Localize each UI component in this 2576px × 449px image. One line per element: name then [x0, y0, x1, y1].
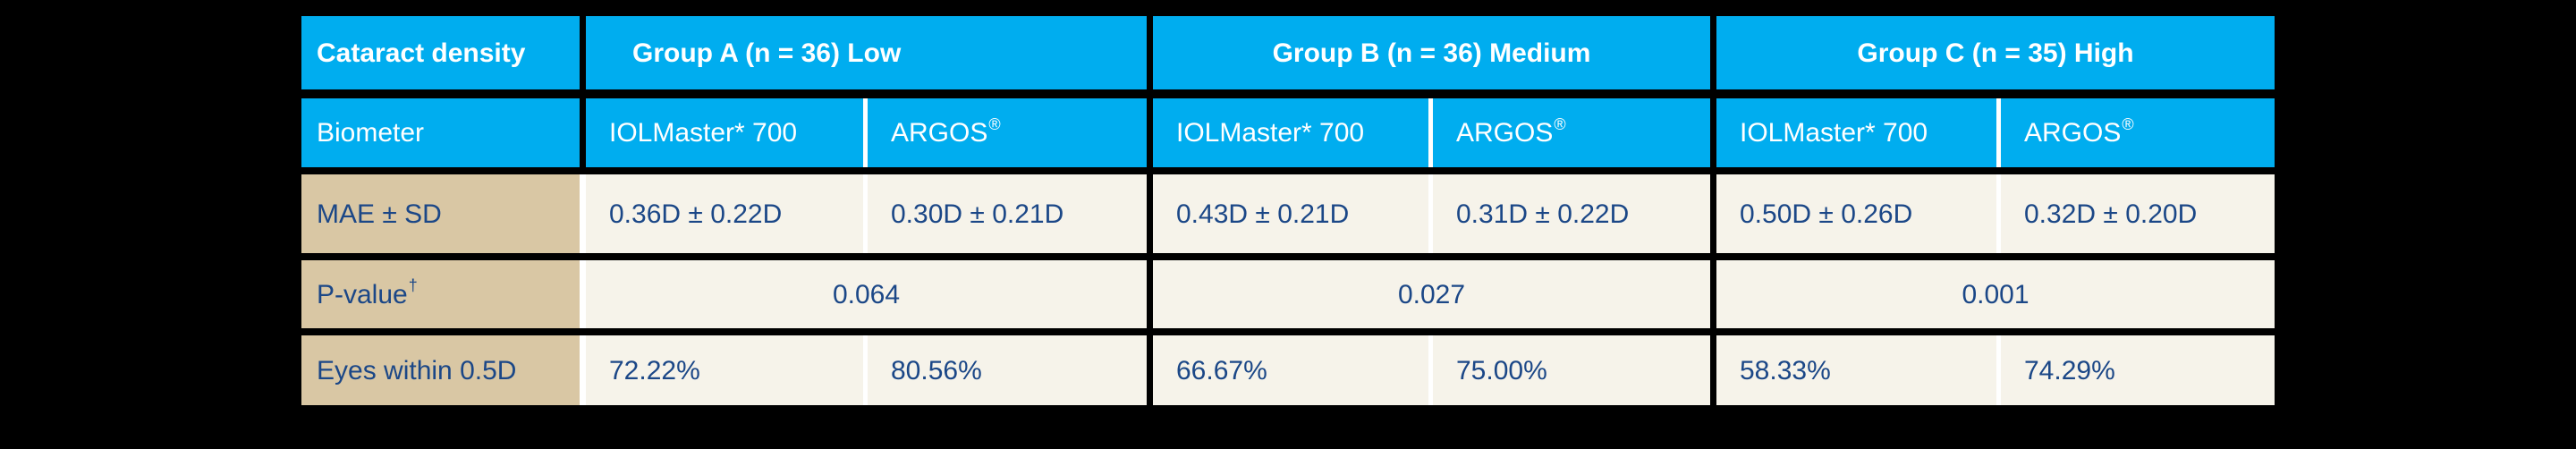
biometer-c-iolmaster: IOLMaster* 700: [1716, 98, 1996, 167]
biometer-b-iolmaster: IOLMaster* 700: [1153, 98, 1428, 167]
cataract-biometer-comparison-table: Cataract density Group A (n = 36) Low Gr…: [301, 16, 2275, 405]
group-b-header: Group B (n = 36) Medium: [1153, 16, 1710, 89]
vertical-divider: [1996, 98, 2001, 167]
pvalue-group-b: 0.027: [1153, 260, 1710, 328]
vertical-divider: [1147, 335, 1153, 405]
mae-row-label: MAE ± SD: [301, 174, 580, 253]
vertical-divider: [1710, 260, 1716, 328]
pvalue-row: P-value † 0.064 0.027 0.001: [301, 260, 2275, 328]
vertical-divider: [863, 335, 868, 405]
vertical-divider: [1428, 98, 1433, 167]
group-c-header: Group C (n = 35) High: [1716, 16, 2275, 89]
pvalue-label-text: P-value: [317, 279, 408, 309]
vertical-divider: [1147, 260, 1153, 328]
biometer-name: IOLMaster* 700: [609, 118, 798, 148]
eyes-b-argos: 75.00%: [1433, 335, 1710, 405]
vertical-divider: [580, 16, 586, 89]
biometer-b-argos: ARGOS ®: [1433, 98, 1710, 167]
vertical-divider: [1710, 335, 1716, 405]
eyes-c-argos: 74.29%: [2001, 335, 2275, 405]
biometer-name: ARGOS: [1456, 118, 1554, 148]
biometer-c-argos: ARGOS ®: [2001, 98, 2275, 167]
vertical-divider: [1710, 174, 1716, 253]
registered-mark: ®: [988, 114, 1001, 133]
biometer-name: ARGOS: [2024, 118, 2122, 148]
corner-header-cataract-density: Cataract density: [301, 16, 580, 89]
biometer-a-iolmaster: IOLMaster* 700: [586, 98, 863, 167]
mae-row: MAE ± SD 0.36D ± 0.22D 0.30D ± 0.21D 0.4…: [301, 174, 2275, 253]
vertical-divider: [1428, 174, 1433, 253]
biometer-name: IOLMaster* 700: [1740, 118, 1928, 148]
vertical-divider: [580, 174, 586, 253]
vertical-divider: [1996, 335, 2001, 405]
vertical-divider: [1147, 174, 1153, 253]
vertical-divider: [1996, 174, 2001, 253]
group-header-row: Cataract density Group A (n = 36) Low Gr…: [301, 16, 2275, 89]
biometer-name: ARGOS: [891, 118, 988, 148]
vertical-divider: [1428, 335, 1433, 405]
registered-mark: ®: [2122, 114, 2134, 133]
biometer-name: IOLMaster* 700: [1176, 118, 1365, 148]
mae-a-iolmaster: 0.36D ± 0.22D: [586, 174, 863, 253]
pvalue-group-c: 0.001: [1716, 260, 2275, 328]
vertical-divider: [580, 98, 586, 167]
eyes-a-iolmaster: 72.22%: [586, 335, 863, 405]
vertical-divider: [1710, 98, 1716, 167]
pvalue-row-label: P-value †: [301, 260, 580, 328]
eyes-a-argos: 80.56%: [868, 335, 1147, 405]
pvalue-group-a: 0.064: [586, 260, 1147, 328]
mae-c-argos: 0.32D ± 0.20D: [2001, 174, 2275, 253]
eyes-b-iolmaster: 66.67%: [1153, 335, 1428, 405]
mae-c-iolmaster: 0.50D ± 0.26D: [1716, 174, 1996, 253]
mae-b-argos: 0.31D ± 0.22D: [1433, 174, 1710, 253]
vertical-divider: [863, 174, 868, 253]
vertical-divider: [1710, 16, 1716, 89]
vertical-divider: [1147, 16, 1153, 89]
vertical-divider: [1147, 98, 1153, 167]
vertical-divider: [580, 260, 586, 328]
group-a-header: Group A (n = 36) Low: [586, 16, 1147, 89]
biometer-row-label: Biometer: [301, 98, 580, 167]
mae-a-argos: 0.30D ± 0.21D: [868, 174, 1147, 253]
biometer-header-row: Biometer IOLMaster* 700 ARGOS ® IOLMaster…: [301, 98, 2275, 167]
eyes-c-iolmaster: 58.33%: [1716, 335, 1996, 405]
biometer-a-argos: ARGOS ®: [868, 98, 1147, 167]
eyes-row: Eyes within 0.5D 72.22% 80.56% 66.67% 75…: [301, 335, 2275, 405]
mae-b-iolmaster: 0.43D ± 0.21D: [1153, 174, 1428, 253]
vertical-divider: [580, 335, 586, 405]
registered-mark: ®: [1554, 114, 1566, 133]
eyes-row-label: Eyes within 0.5D: [301, 335, 580, 405]
vertical-divider: [863, 98, 868, 167]
dagger-footnote-mark: †: [408, 276, 418, 295]
